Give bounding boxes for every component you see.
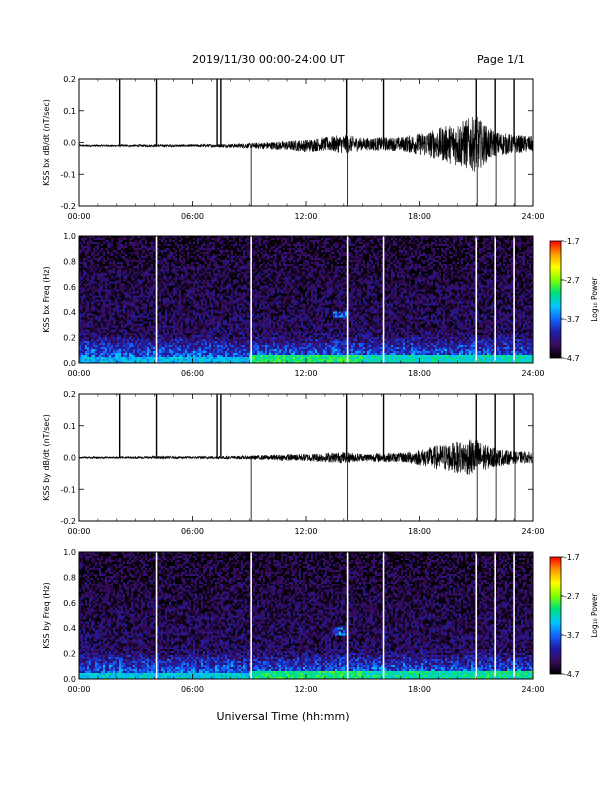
signal-trace <box>78 116 534 173</box>
x-tick-label: 06:00 <box>181 212 204 221</box>
signal-trace <box>78 439 534 475</box>
page-title: 2019/11/30 00:00-24:00 UT <box>192 53 345 66</box>
x-tick-label: 12:00 <box>294 527 317 536</box>
y-tick-label: 0.6 <box>63 599 76 608</box>
spectrogram-panel-4: 00:00 06:00 12:00 18:00 24:00 0.0 0.2 0.4 0.6 0.8… <box>42 548 599 694</box>
y-axis-label: KSS bx Freq (Hz) <box>42 266 51 332</box>
plot-frame <box>78 393 534 522</box>
colorbar-tick-label: -2.7 <box>564 276 580 285</box>
x-tick-label: 18:00 <box>408 527 431 536</box>
x-tick-label: 12:00 <box>294 685 317 694</box>
x-tick-label: 06:00 <box>181 527 204 536</box>
colorbar-tick-label: -1.7 <box>564 237 580 246</box>
x-tick-label: 18:00 <box>408 685 431 694</box>
timeseries-panel-1: 00:00 06:00 12:00 18:00 24:00 -0.2 -0.1 0.0 0.1 0… <box>42 75 545 221</box>
y-tick-label: 0.4 <box>63 308 76 317</box>
y-tick-label: 0.2 <box>63 650 76 659</box>
x-axis-title: Universal Time (hh:mm) <box>217 710 350 723</box>
y-tick-label: 1.0 <box>63 548 76 557</box>
colorbar-label: Log₁₀ Power <box>590 592 599 637</box>
colorbar-tick-label: -2.7 <box>564 592 580 601</box>
y-axis-label: KSS by dB/dt (nT/sec) <box>42 414 51 501</box>
colorbar-label: Log₁₀ Power <box>590 276 599 321</box>
spectrogram-image <box>79 236 533 363</box>
y-tick-label: 0.0 <box>63 359 76 368</box>
colorbar-tick-label: -3.7 <box>564 631 580 640</box>
colorbar <box>549 240 562 359</box>
x-tick-label: 24:00 <box>521 369 544 378</box>
colorbar-tick-label: -3.7 <box>564 315 580 324</box>
y-tick-label: -0.2 <box>60 202 76 211</box>
y-tick-label: -0.2 <box>60 517 76 526</box>
y-axis-label: KSS bx dB/dt (nT/sec) <box>42 99 51 186</box>
y-tick-label: 0.2 <box>63 390 76 399</box>
colorbar <box>549 556 562 675</box>
x-tick-label: 18:00 <box>408 212 431 221</box>
spectrogram-image <box>79 552 533 679</box>
y-tick-label: 0.8 <box>63 257 76 266</box>
timeseries-panel-3: 00:00 06:00 12:00 18:00 24:00 -0.2 -0.1 0.0 0.1 0… <box>42 390 545 536</box>
plot-frame <box>78 551 534 680</box>
x-tick-label: 24:00 <box>521 212 544 221</box>
y-tick-label: 0.0 <box>63 675 76 684</box>
y-tick-label: 0.0 <box>63 139 76 148</box>
x-tick-label: 18:00 <box>408 369 431 378</box>
x-tick-label: 24:00 <box>521 527 544 536</box>
y-tick-label: -0.1 <box>60 170 76 179</box>
colorbar-tick-label: -4.7 <box>564 670 580 679</box>
y-tick-label: 0.4 <box>63 624 76 633</box>
y-tick-label: 1.0 <box>63 232 76 241</box>
x-tick-label: 00:00 <box>67 369 90 378</box>
y-tick-label: 0.0 <box>63 454 76 463</box>
y-tick-label: 0.2 <box>63 334 76 343</box>
x-tick-label: 00:00 <box>67 212 90 221</box>
x-tick-label: 12:00 <box>294 212 317 221</box>
plot-frame <box>78 78 534 207</box>
plot-frame <box>78 235 534 364</box>
y-tick-label: 0.1 <box>63 107 76 116</box>
x-tick-label: 24:00 <box>521 685 544 694</box>
y-tick-label: 0.8 <box>63 573 76 582</box>
colorbar-tick-label: -4.7 <box>564 354 580 363</box>
y-tick-label: 0.6 <box>63 283 76 292</box>
y-tick-label: 0.2 <box>63 75 76 84</box>
colorbar-tick-label: -1.7 <box>564 553 580 562</box>
x-tick-label: 12:00 <box>294 369 317 378</box>
x-tick-label: 00:00 <box>67 527 90 536</box>
page-number: Page 1/1 <box>477 53 525 66</box>
y-tick-label: -0.1 <box>60 485 76 494</box>
x-tick-label: 00:00 <box>67 685 90 694</box>
x-tick-label: 06:00 <box>181 369 204 378</box>
spectrogram-panel-2: 00:00 06:00 12:00 18:00 24:00 0.0 0.2 0.4 0.6 0.8… <box>42 232 599 378</box>
x-tick-label: 06:00 <box>181 685 204 694</box>
y-axis-label: KSS by Freq (Hz) <box>42 582 51 648</box>
y-tick-label: 0.1 <box>63 422 76 431</box>
